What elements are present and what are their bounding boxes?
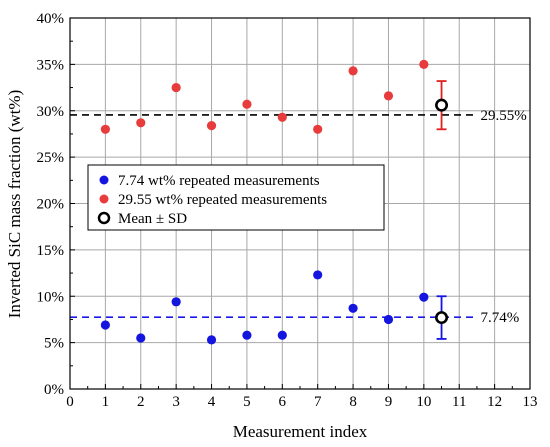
data-point-low [206, 335, 217, 345]
legend: 7.74 wt% repeated measurements 29.55 wt%… [87, 164, 385, 231]
x-tick-label: 7 [314, 394, 322, 410]
legend-label-series-1: 7.74 wt% repeated measurements [118, 173, 320, 189]
legend-box [87, 164, 385, 231]
legend-label-mean-sd: Mean ± SD [118, 211, 187, 227]
data-point-low [383, 314, 394, 325]
x-tick-label: 5 [243, 394, 251, 410]
grid-lines [70, 18, 530, 389]
legend-marker-series-2 [99, 194, 109, 204]
x-tick-label: 13 [523, 394, 538, 410]
data-point-high [242, 99, 252, 109]
x-tick-label: 10 [416, 394, 431, 410]
data-point-low [348, 303, 358, 313]
data-point-low [171, 297, 181, 307]
data-point-high [136, 118, 146, 128]
data-point-low [242, 330, 252, 340]
data-point-low [136, 333, 146, 343]
y-tick-label: 30% [37, 104, 65, 120]
y-tick-label: 20% [37, 197, 65, 213]
y-axis-title: Inverted SiC mass fraction (wt%) [5, 90, 24, 319]
data-point-low [277, 330, 287, 340]
data-point-high [383, 91, 394, 101]
x-tick-label: 11 [452, 394, 466, 410]
x-tick-label: 8 [349, 394, 357, 410]
y-tick-label: 25% [37, 150, 65, 166]
data-point-high [348, 66, 358, 76]
reference-label-high: 29.55% [480, 108, 526, 124]
legend-marker-series-1 [99, 175, 109, 185]
x-tick-label: 3 [172, 394, 180, 410]
error-bars [435, 80, 449, 340]
mean-marker-high [435, 98, 449, 112]
y-tick-label: 0% [44, 382, 64, 398]
y-tick-label: 35% [37, 57, 65, 73]
x-tick-label: 4 [208, 394, 216, 410]
legend-label-series-2: 29.55 wt% repeated measurements [118, 192, 327, 208]
data-point-high [171, 82, 181, 93]
x-tick-label: 1 [102, 394, 110, 410]
data-point-high [277, 112, 287, 122]
data-point-high [419, 59, 429, 69]
data-points [100, 59, 429, 345]
data-point-low [100, 320, 110, 330]
mean-marker-low [435, 311, 449, 325]
data-point-high [100, 124, 110, 134]
y-tick-label: 40% [37, 11, 65, 27]
x-tick-label: 12 [487, 394, 502, 410]
data-point-low [313, 270, 323, 280]
reference-labels: 7.74% 29.55% [480, 108, 526, 326]
y-tick-label: 5% [44, 336, 64, 352]
x-tick-label: 9 [385, 394, 393, 410]
y-tick-label: 10% [37, 289, 65, 305]
x-tick-label: 6 [279, 394, 287, 410]
data-point-high [206, 120, 217, 131]
reference-lines [70, 114, 477, 319]
axis-ticks: 0 1 2 3 4 5 6 7 8 9 10 11 12 130%5%10%15%20%25%30%35%… [37, 11, 538, 410]
x-axis-title: Measurement index [233, 422, 368, 441]
x-tick-label: 2 [137, 394, 145, 410]
x-tick-label: 0 [66, 394, 74, 410]
data-point-low [419, 292, 429, 302]
reference-label-low: 7.74% [480, 310, 519, 326]
y-tick-label: 15% [37, 243, 65, 259]
data-point-high [313, 124, 323, 134]
legend-marker-mean-sd [97, 211, 111, 225]
